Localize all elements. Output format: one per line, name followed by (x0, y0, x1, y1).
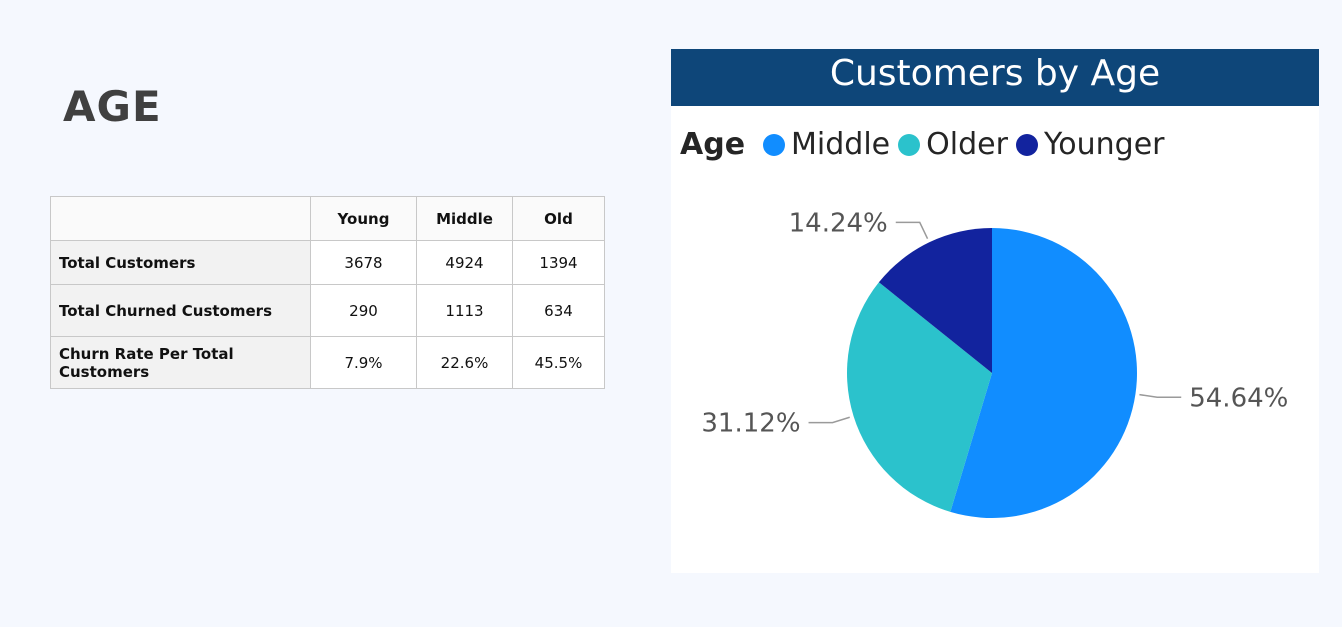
legend-dot-icon (898, 133, 921, 156)
chart-legend: Age Middle Older Younger (680, 127, 1173, 162)
data-label: 31.12% (701, 409, 800, 439)
table-header-row: Young Middle Old (50, 196, 605, 241)
chart-header: Customers by Age (671, 49, 1319, 106)
legend-label: Younger (1043, 127, 1165, 162)
table-cell: 7.9% (310, 336, 417, 389)
legend-title: Age (680, 127, 746, 162)
row-label-churn-rate: Churn Rate Per Total Customers (50, 336, 311, 389)
leader-line (1139, 393, 1182, 399)
legend-label: Older (926, 127, 1008, 162)
leader-line (808, 416, 850, 424)
age-table: Young Middle Old Total Customers 3678 49… (50, 196, 605, 389)
table-cell: 290 (310, 284, 417, 337)
table-row: Churn Rate Per Total Customers 7.9% 22.6… (50, 336, 605, 389)
legend-item-middle[interactable]: Middle (763, 127, 890, 162)
data-label: 54.64% (1189, 383, 1288, 413)
table-cell: 22.6% (416, 336, 513, 389)
table-header-empty (50, 196, 311, 241)
row-label-total-churned: Total Churned Customers (50, 284, 311, 337)
table-row: Total Churned Customers 290 1113 634 (50, 284, 605, 337)
legend-item-older[interactable]: Older (898, 127, 1008, 162)
table-header-old: Old (512, 196, 605, 241)
pie-slice-older[interactable] (847, 282, 992, 512)
table-cell: 45.5% (512, 336, 605, 389)
pie-slice-younger[interactable] (878, 228, 992, 373)
table-cell: 634 (512, 284, 605, 337)
table-cell: 1113 (416, 284, 513, 337)
legend-dot-icon (763, 133, 786, 156)
table-cell: 4924 (416, 240, 513, 285)
table-header-middle: Middle (416, 196, 513, 241)
pie-chart-panel: Customers by Age Age Middle Older Younge… (671, 49, 1319, 573)
table-row: Total Customers 3678 4924 1394 (50, 240, 605, 285)
page-title: AGE (63, 82, 162, 131)
leader-line (895, 221, 929, 239)
data-label: 14.24% (789, 208, 888, 238)
table-cell: 3678 (310, 240, 417, 285)
legend-label: Middle (791, 127, 891, 162)
pie-chart: 54.64% 31.12% 14.24% (701, 208, 1288, 518)
table-cell: 1394 (512, 240, 605, 285)
legend-item-younger[interactable]: Younger (1015, 127, 1165, 162)
table-header-young: Young (310, 196, 417, 241)
chart-title: Customers by Age (829, 53, 1161, 94)
row-label-total-customers: Total Customers (50, 240, 311, 285)
pie-slice-middle[interactable] (950, 228, 1137, 518)
legend-dot-icon (1015, 133, 1038, 156)
